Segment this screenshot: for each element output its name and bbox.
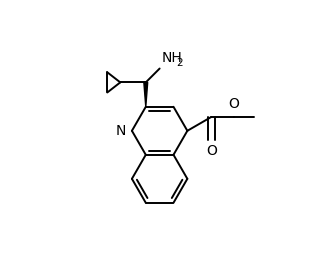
Text: N: N [116,124,126,138]
Text: O: O [206,144,217,158]
Text: O: O [229,97,240,111]
Text: NH: NH [161,51,182,65]
Polygon shape [144,82,148,107]
Text: 2: 2 [176,58,183,68]
